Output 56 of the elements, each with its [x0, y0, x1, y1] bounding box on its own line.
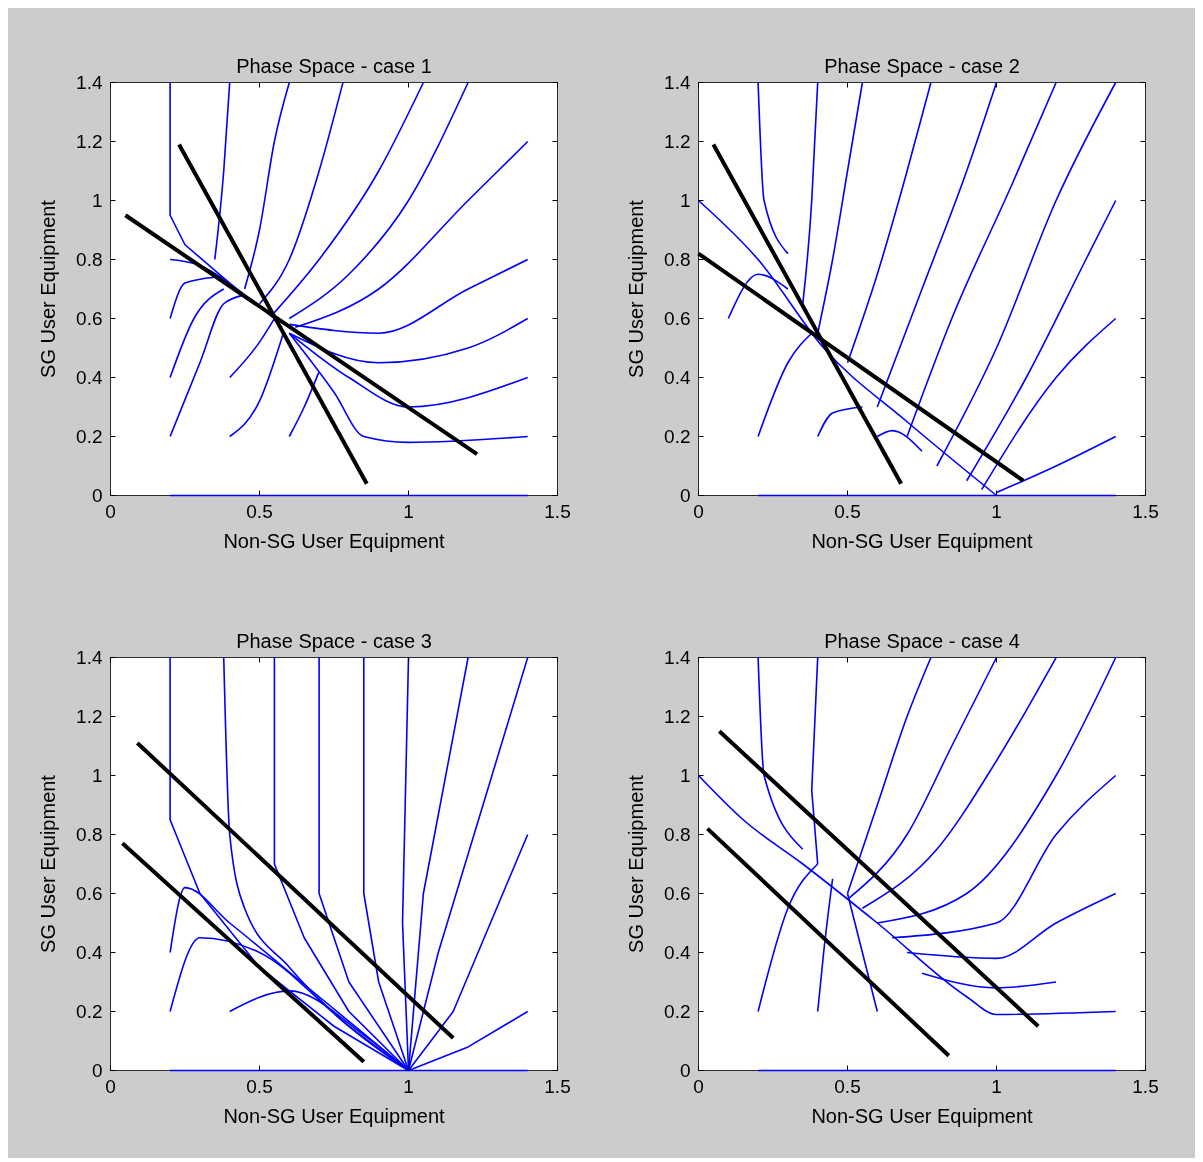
chart-title: Phase Space - case 3 — [236, 629, 432, 652]
y-tick-label: 1.2 — [664, 706, 691, 728]
chart-title: Phase Space - case 1 — [236, 54, 432, 77]
chart-title: Phase Space - case 2 — [824, 54, 1020, 77]
y-axis-title: SG User Equipment — [624, 199, 647, 378]
y-tick-label: 0.6 — [76, 883, 103, 905]
x-axis-title: Non-SG User Equipment — [223, 1104, 446, 1127]
x-tick-label: 1 — [403, 500, 414, 522]
y-tick-label: 0.2 — [76, 426, 103, 448]
y-axis-title: SG User Equipment — [624, 774, 647, 953]
y-tick-label: 0 — [91, 485, 103, 507]
x-tick-label: 1.5 — [1132, 1075, 1159, 1097]
x-axis-title: Non-SG User Equipment — [223, 529, 446, 552]
y-tick-label: 0 — [91, 1060, 103, 1082]
y-tick-label: 1.4 — [664, 72, 691, 94]
x-tick-label: 1 — [991, 500, 1002, 522]
x-tick-label: 1 — [403, 1075, 414, 1097]
x-tick-label: 0.5 — [834, 1075, 861, 1097]
y-tick-label: 0 — [679, 1060, 691, 1082]
x-tick-label: 1 — [991, 1075, 1002, 1097]
y-tick-label: 0.6 — [664, 883, 691, 905]
y-tick-label: 1 — [91, 765, 103, 787]
y-tick-label: 0.4 — [76, 942, 103, 964]
y-tick-label: 1 — [679, 190, 691, 212]
y-tick-label: 0.8 — [664, 249, 691, 271]
y-tick-label: 1.4 — [664, 647, 691, 669]
y-tick-label: 0.2 — [664, 1001, 691, 1023]
y-tick-label: 0.8 — [76, 249, 103, 271]
y-tick-label: 0.2 — [664, 426, 691, 448]
y-tick-label: 0.4 — [76, 367, 103, 389]
x-tick-label: 0.5 — [834, 500, 861, 522]
y-tick-label: 1 — [679, 765, 691, 787]
x-tick-label: 1.5 — [544, 500, 571, 522]
y-tick-label: 0.8 — [664, 824, 691, 846]
x-tick-label: 0.5 — [246, 500, 273, 522]
y-tick-label: 0.6 — [76, 308, 103, 330]
y-tick-label: 0.4 — [664, 942, 691, 964]
y-tick-label: 1.2 — [76, 131, 103, 153]
y-tick-label: 0.8 — [76, 824, 103, 846]
y-tick-label: 1.2 — [76, 706, 103, 728]
y-tick-label: 1.4 — [76, 72, 103, 94]
y-tick-label: 0.4 — [664, 367, 691, 389]
x-tick-label: 1.5 — [544, 1075, 571, 1097]
y-tick-label: 0.6 — [664, 308, 691, 330]
y-tick-label: 0 — [679, 485, 691, 507]
y-tick-label: 1 — [91, 190, 103, 212]
x-tick-label: 1.5 — [1132, 500, 1159, 522]
y-axis-title: SG User Equipment — [36, 774, 59, 953]
x-axis-title: Non-SG User Equipment — [811, 1104, 1034, 1127]
y-tick-label: 1.4 — [76, 647, 103, 669]
y-axis-title: SG User Equipment — [36, 199, 59, 378]
x-tick-label: 0.5 — [246, 1075, 273, 1097]
y-tick-label: 1.2 — [664, 131, 691, 153]
chart-title: Phase Space - case 4 — [824, 629, 1020, 652]
y-tick-label: 0.2 — [76, 1001, 103, 1023]
x-axis-title: Non-SG User Equipment — [811, 529, 1034, 552]
